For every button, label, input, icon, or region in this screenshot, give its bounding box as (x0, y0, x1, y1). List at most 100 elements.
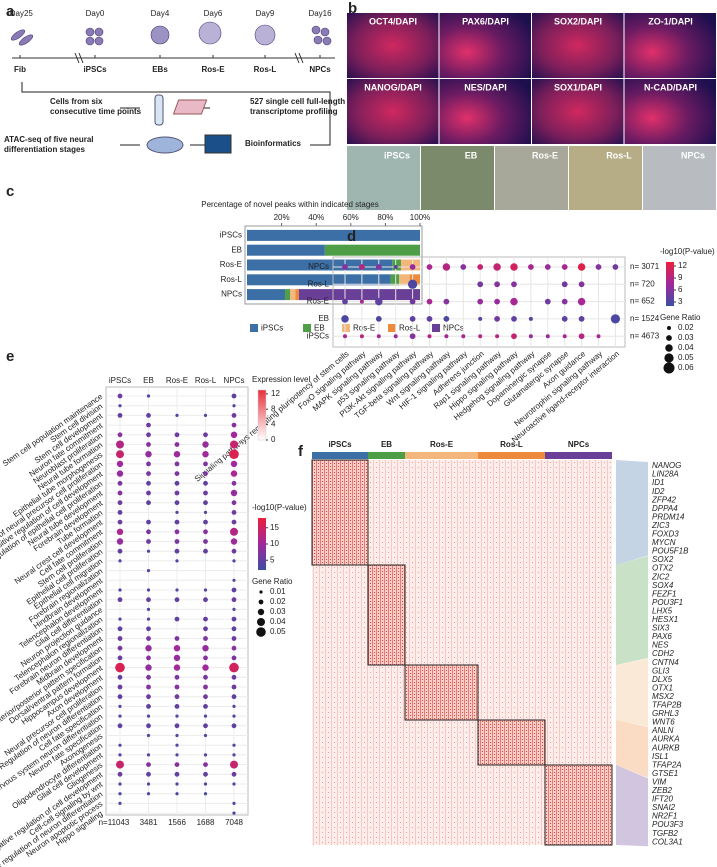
dot (203, 529, 208, 535)
panel-a: -Day25 Fib Day0 iPSCs Day4 EBs Day6 Ros-E Day9 Ro… (4, 9, 345, 154)
dot (444, 334, 449, 339)
n-label: n= 652 (630, 297, 655, 306)
dot (231, 422, 237, 428)
break-mark (74, 52, 304, 64)
n-label: 1566 (168, 818, 186, 827)
dot (146, 539, 151, 544)
y-tick-label: Ros-E (307, 297, 329, 306)
bar-segment (247, 274, 391, 286)
size-label: 0.04 (678, 343, 694, 352)
dot (118, 588, 122, 592)
micrograph (624, 79, 716, 144)
dot (230, 470, 238, 477)
dot (117, 393, 123, 399)
dot (577, 297, 586, 306)
dot (146, 684, 151, 690)
dot (118, 801, 122, 806)
dot (117, 500, 123, 506)
dot (230, 538, 238, 545)
dot (146, 519, 151, 525)
plate-icon (172, 99, 208, 115)
dot (117, 490, 123, 496)
dot (117, 674, 123, 680)
gene-label: LHX5 (652, 606, 673, 615)
dot (232, 743, 236, 747)
dot (460, 264, 467, 270)
dot (118, 617, 122, 621)
dot (442, 263, 451, 271)
dot (343, 334, 347, 339)
gene-label: VIM (652, 777, 667, 786)
dot (229, 662, 239, 673)
dot (231, 393, 237, 399)
dot (203, 480, 208, 486)
size-key (666, 335, 672, 341)
chart-title: Percentage of novel peaks within indicat… (201, 200, 378, 209)
gene-label: SNAI2 (652, 803, 676, 812)
dot (116, 760, 124, 769)
dot (146, 771, 151, 777)
dot (175, 753, 179, 757)
dot (117, 771, 123, 777)
dot (528, 316, 533, 321)
dot (118, 743, 122, 747)
dot (174, 442, 180, 447)
dot (145, 664, 152, 671)
dot (393, 265, 398, 269)
bar-segment (247, 244, 325, 256)
dot (231, 587, 237, 593)
n-label: 7048 (225, 818, 243, 827)
dot (203, 548, 208, 554)
group-label: EB (381, 440, 392, 449)
stage-label: iPSCs (83, 65, 107, 74)
y-tick-label: Ros-L (308, 279, 330, 288)
dot (175, 782, 179, 786)
y-tick-label: NPCs (308, 262, 329, 271)
stain-label: N-CAD/DAPI (644, 82, 697, 92)
size-key (257, 608, 265, 616)
dot (202, 645, 209, 652)
day-label: Day6 (204, 9, 223, 18)
bar-segment (298, 289, 420, 301)
step-text: transcriptome profiling (250, 107, 338, 116)
legend-swatch (250, 324, 258, 332)
brightfield-image (421, 146, 494, 210)
dot (146, 442, 151, 447)
dot (174, 704, 180, 709)
gene-label: ZFP42 (651, 495, 677, 504)
gene-label: OTX1 (652, 683, 673, 692)
dot (230, 431, 238, 438)
dot (203, 723, 208, 729)
dot (612, 264, 619, 270)
dot (116, 470, 124, 477)
legend-title: -log10(P-value) (660, 247, 715, 256)
size-key (257, 618, 265, 626)
n-label: n= 3071 (630, 262, 660, 271)
colorbar-label: 3 (678, 297, 683, 306)
y-tick-label: iPSCs (307, 331, 329, 340)
n-label: n= 4673 (630, 331, 660, 340)
gene-label: COL3A1 (652, 837, 683, 846)
heatmap-block (477, 719, 546, 766)
legend-label: iPSCs (261, 324, 283, 333)
dot (117, 626, 123, 632)
dot (203, 500, 208, 506)
dot (174, 529, 180, 535)
dot (203, 753, 208, 757)
micrograph (439, 13, 531, 78)
dot (174, 684, 180, 690)
dot (146, 422, 151, 428)
dot (232, 782, 236, 786)
panel-label: d (347, 228, 356, 245)
gene-fan (616, 556, 648, 665)
brightfield-label: NPCs (681, 150, 705, 160)
legend-swatch (388, 324, 396, 332)
gene-label: LIN28A (652, 470, 679, 479)
dot (118, 404, 122, 408)
heatmap-block (367, 564, 406, 666)
gene-label: SOX4 (652, 581, 674, 590)
dot (146, 461, 151, 467)
group-bar (478, 452, 545, 459)
legend-title: Expression level (252, 375, 310, 384)
dot (118, 704, 122, 709)
